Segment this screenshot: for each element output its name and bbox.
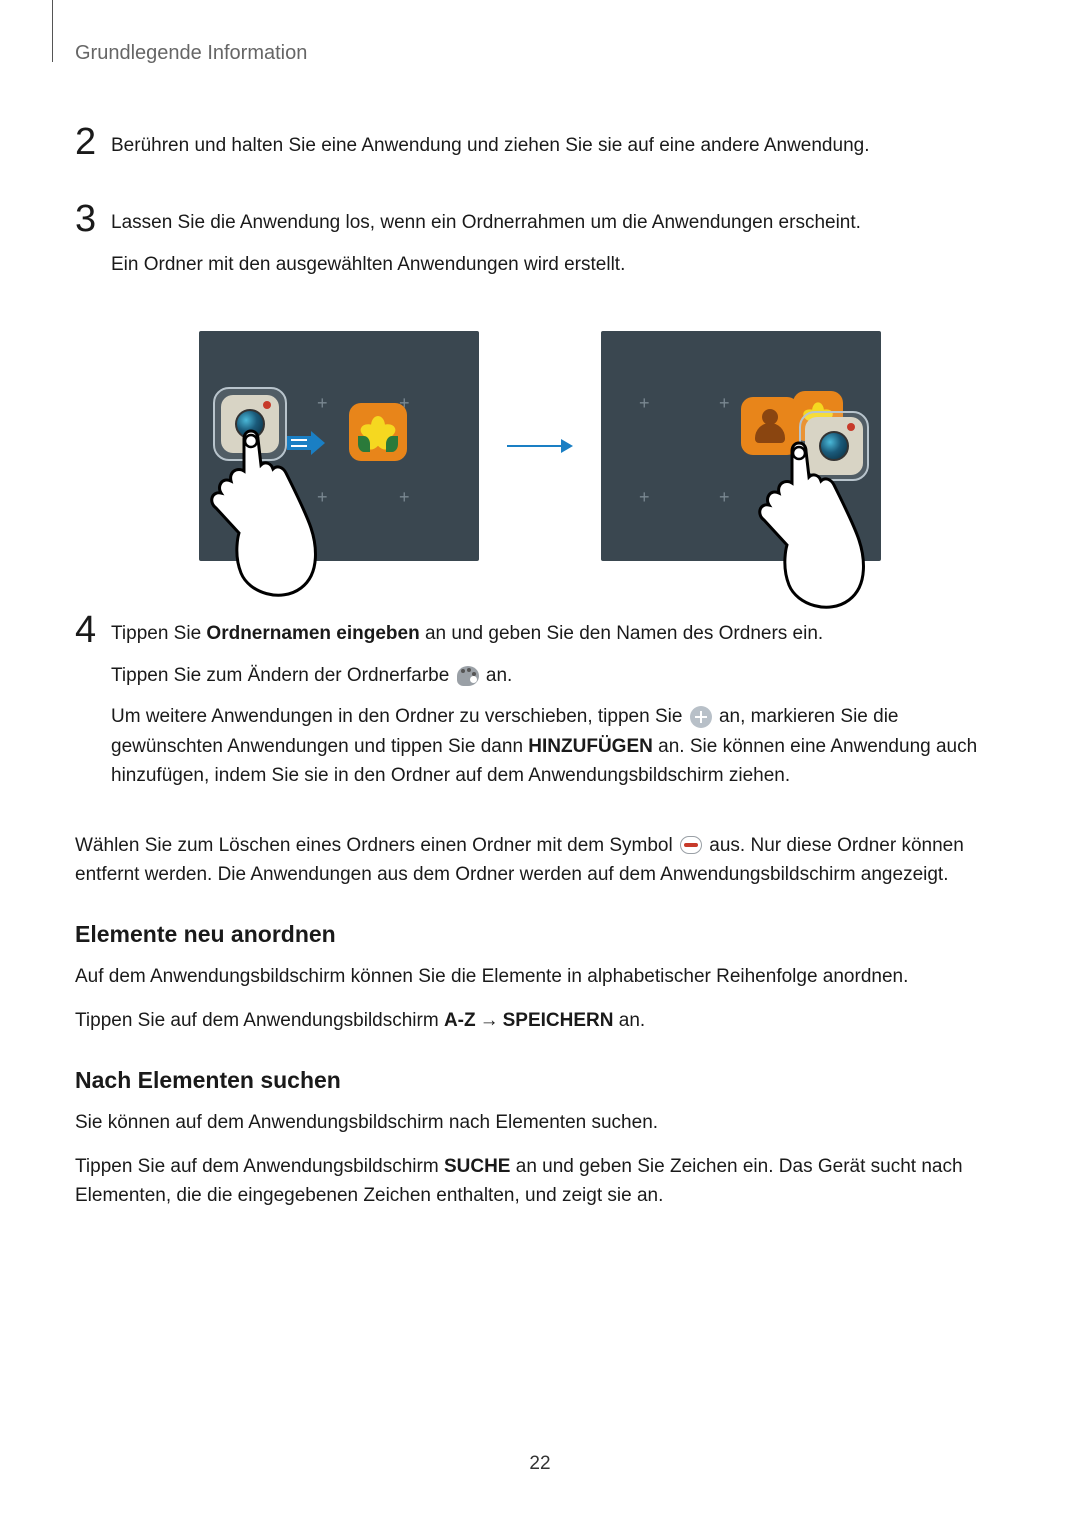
step-number: 2 [75, 123, 111, 161]
text-span: an. [481, 665, 513, 686]
step-text: Tippen Sie zum Ändern der Ordnerfarbe an… [111, 661, 1005, 690]
grid-plus-icon: + [719, 393, 730, 414]
hand-pointer-icon [739, 425, 879, 625]
text-span: Tippen Sie [111, 623, 206, 644]
palette-icon [457, 665, 479, 687]
step-text: Lassen Sie die Anwendung los, wenn ein O… [111, 208, 861, 237]
step-3: 3 Lassen Sie die Anwendung los, wenn ein… [75, 200, 1005, 291]
screen-after: + + + + + [601, 331, 881, 561]
section-paragraph: Tippen Sie auf dem Anwendungsbildschirm … [75, 1152, 1005, 1211]
section-heading-search: Nach Elementen suchen [75, 1067, 1005, 1094]
page-content: Grundlegende Information 2 Berühren und … [0, 0, 1080, 1211]
bold-text: A-Z [444, 1010, 476, 1031]
step-text: Ein Ordner mit den ausgewählten Anwendun… [111, 250, 861, 279]
step-body: Lassen Sie die Anwendung los, wenn ein O… [111, 200, 861, 291]
text-span: Wählen Sie zum Löschen eines Ordners ein… [75, 835, 678, 856]
gallery-app-icon [349, 403, 407, 461]
bold-text: SPEICHERN [503, 1010, 614, 1031]
text-span: Tippen Sie auf dem Anwendungsbildschirm [75, 1010, 444, 1031]
plus-circle-icon [690, 706, 712, 728]
text-span: an und geben Sie den Namen des Ordners e… [420, 623, 824, 644]
step-2: 2 Berühren und halten Sie eine Anwendung… [75, 123, 1005, 172]
hand-pointer-icon [191, 413, 331, 613]
text-span: Tippen Sie auf dem Anwendungsbildschirm [75, 1156, 444, 1177]
text-span: an. [613, 1010, 645, 1031]
step-body: Tippen Sie Ordnernamen eingeben an und g… [111, 611, 1005, 802]
illustration-row: + + + + [75, 331, 1005, 561]
text-span: Tippen Sie zum Ändern der Ordnerfarbe [111, 665, 455, 686]
bold-text: Ordnernamen eingeben [206, 623, 419, 644]
page-number: 22 [0, 1453, 1080, 1475]
flow-arrow-icon: → [480, 1006, 499, 1035]
grid-plus-icon: + [639, 487, 650, 508]
grid-plus-icon: + [639, 393, 650, 414]
bold-text: SUCHE [444, 1156, 511, 1177]
step-text: Um weitere Anwendungen in den Ordner zu … [111, 702, 1005, 790]
grid-plus-icon: + [399, 487, 410, 508]
grid-plus-icon: + [317, 393, 328, 414]
minus-oval-icon [680, 834, 702, 856]
delete-folder-paragraph: Wählen Sie zum Löschen eines Ordners ein… [75, 831, 1005, 890]
step-body: Berühren und halten Sie eine Anwendung u… [111, 123, 869, 172]
step-number: 3 [75, 200, 111, 238]
section-heading-reorder: Elemente neu anordnen [75, 921, 1005, 948]
text-span: Um weitere Anwendungen in den Ordner zu … [111, 706, 688, 727]
step-number: 4 [75, 611, 111, 649]
section-paragraph: Sie können auf dem Anwendungsbildschirm … [75, 1108, 1005, 1137]
section-paragraph: Tippen Sie auf dem Anwendungsbildschirm … [75, 1006, 1005, 1035]
bold-text: HINZUFÜGEN [528, 736, 653, 757]
breadcrumb: Grundlegende Information [75, 42, 1005, 65]
step-text: Berühren und halten Sie eine Anwendung u… [111, 131, 869, 160]
section-paragraph: Auf dem Anwendungsbildschirm können Sie … [75, 962, 1005, 991]
step-4: 4 Tippen Sie Ordnernamen eingeben an und… [75, 611, 1005, 802]
screen-before: + + + + [199, 331, 479, 561]
grid-plus-icon: + [719, 487, 730, 508]
transition-arrow-icon [507, 439, 573, 453]
